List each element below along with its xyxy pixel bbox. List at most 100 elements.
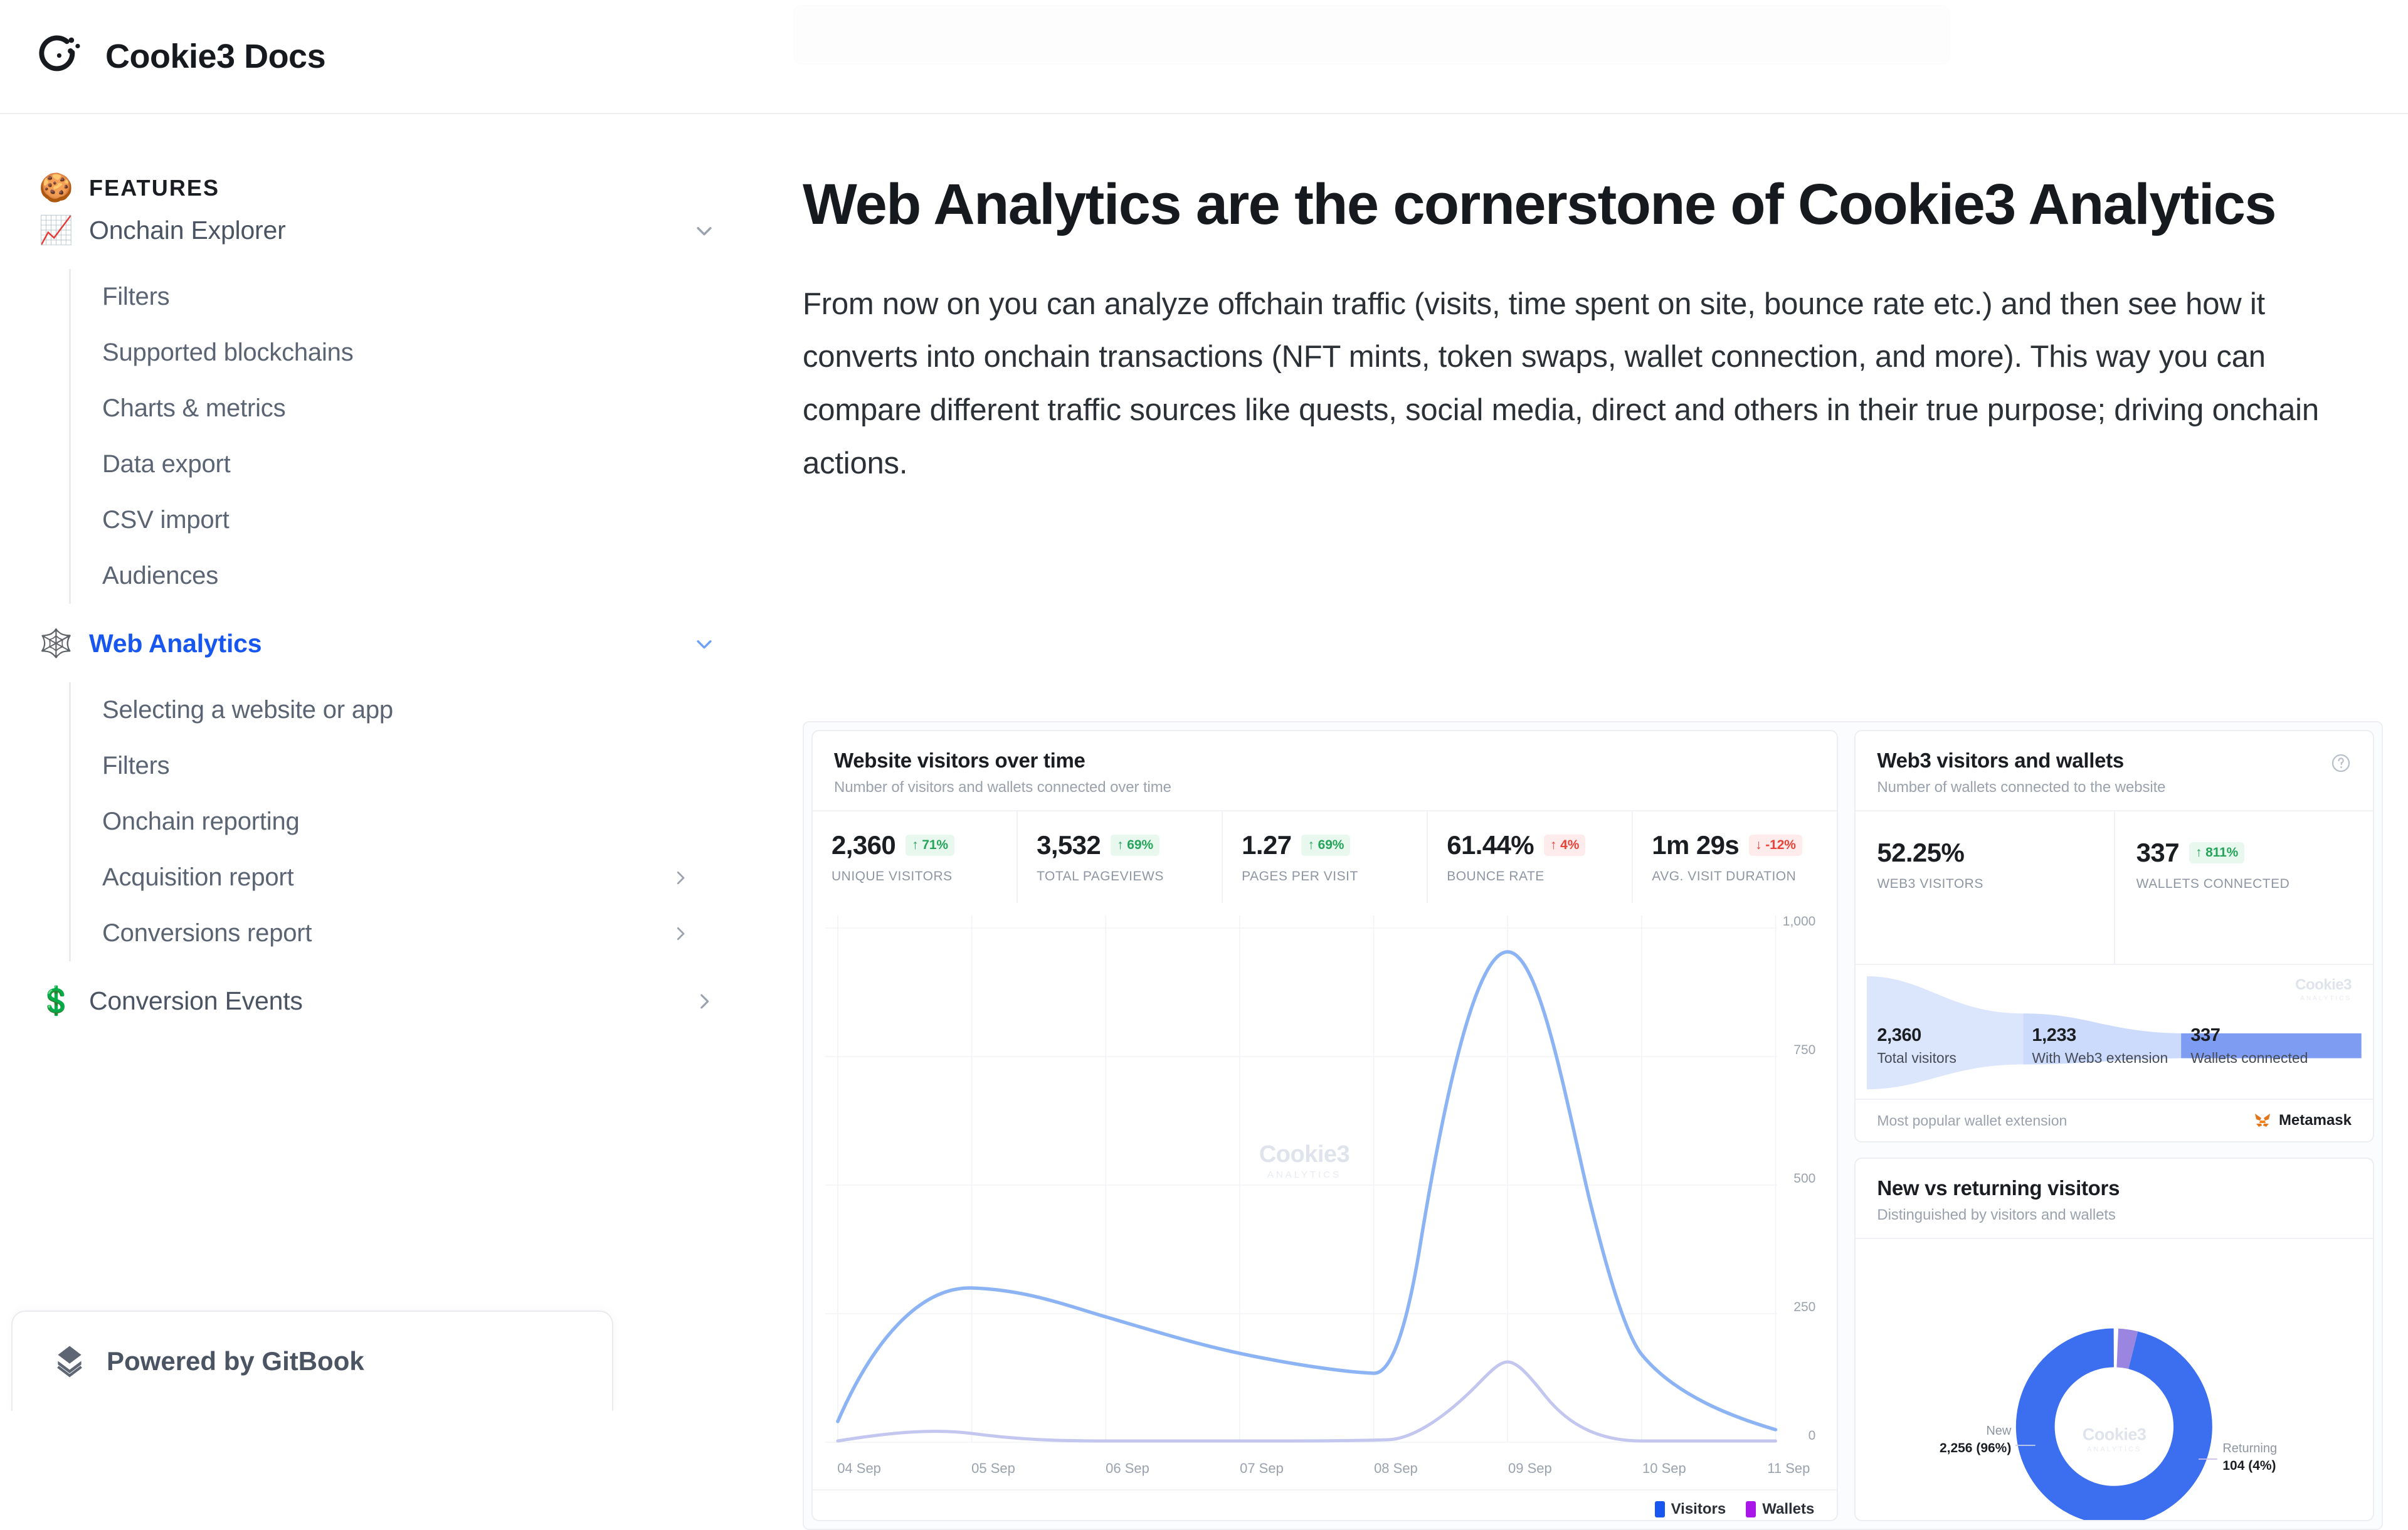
new-vs-returning-panel: New vs returning visitors Distinguished … [1854, 1158, 2374, 1521]
cookie3-logo-icon [39, 35, 80, 71]
y-tick-label: 500 [1793, 1171, 1816, 1186]
kpi-unique-visitors: 2,360 ↑ 71% UNIQUE VISITORS [813, 811, 1018, 903]
panel-title: Website visitors over time [834, 749, 1085, 772]
top-bar: Cookie3 Docs [0, 0, 2408, 114]
sidebar-sublist-onchain-explorer: Filters Supported blockchains Charts & m… [69, 269, 778, 604]
kpi-bounce-rate: 61.44% ↑ 4% BOUNCE RATE [1428, 811, 1634, 903]
kpi-total-pageviews: 3,532 ↑ 69% TOTAL PAGEVIEWS [1018, 811, 1223, 903]
x-tick-label: 07 Sep [1240, 1460, 1284, 1476]
web3-visitors-panel: Web3 visitors and wallets Number of wall… [1854, 730, 2374, 1142]
panel-subtitle: Number of visitors and wallets connected… [834, 779, 1171, 796]
kpi-value: 3,532 [1037, 830, 1101, 860]
legend-item-visitors[interactable]: Visitors [1654, 1501, 1726, 1518]
kpi-pages-per-visit: 1.27 ↑ 69% PAGES PER VISIT [1223, 811, 1428, 903]
sidebar-subitem-onchain-reporting[interactable]: Onchain reporting [102, 808, 300, 835]
sidebar-item-onchain-explorer[interactable]: 📈 Onchain Explorer [0, 202, 778, 259]
article-body: From now on you can analyze offchain tra… [803, 287, 2319, 480]
search-input[interactable] [793, 5, 1950, 65]
sidebar-item-conversion-events[interactable]: 💲 Conversion Events [0, 973, 778, 1030]
chevron-down-icon[interactable] [694, 220, 715, 241]
sidebar-section-label: FEATURES [89, 175, 220, 201]
series-wallets-line [836, 1360, 1777, 1443]
chart-legend: Visitors Wallets [813, 1489, 1837, 1520]
y-axis: 1,000 750 500 250 0 [1754, 903, 1829, 1489]
funnel-stage-3 [2181, 1033, 2362, 1058]
kpi-web3-visitors: 52.25% WEB3 VISITORS [1856, 811, 2115, 964]
kpi-wallets-connected: 337 ↑ 811% WALLETS CONNECTED [2115, 811, 2373, 964]
kpi-delta-badge: ↑ 4% [1544, 835, 1586, 856]
sidebar-subitem-label: Acquisition report [102, 863, 294, 891]
kpi-delta-badge: ↓ -12% [1749, 835, 1802, 856]
visitors-line-chart: 1,000 750 500 250 0 04 Sep 05 Sep 06 Sep… [813, 903, 1837, 1489]
legend-swatch-icon [1654, 1501, 1665, 1517]
sidebar-subitem-filters[interactable]: Filters [102, 283, 170, 310]
chevron-right-icon[interactable] [671, 868, 690, 887]
wallet-row-value: Metamask [2278, 1112, 2352, 1129]
main-content: Web Analytics are the cornerstone of Coo… [778, 114, 2408, 1530]
dashboard-right-column: Web3 visitors and wallets Number of wall… [1854, 730, 2374, 1521]
x-tick-label: 08 Sep [1374, 1460, 1418, 1476]
most-popular-wallet-row: Most popular wallet extension Metamask [1856, 1099, 2373, 1141]
sidebar-subitem-filters[interactable]: Filters [102, 752, 170, 779]
series-visitors-line [836, 950, 1778, 1432]
new-vs-returning-donut-chart: New 2,256 (96%) Returning 104 (4%) Cooki… [1856, 1238, 2373, 1520]
brand[interactable]: Cookie3 Docs [39, 34, 326, 79]
chevron-right-icon[interactable] [694, 991, 715, 1012]
kpi-label: TOTAL PAGEVIEWS [1037, 869, 1164, 884]
chevron-down-icon[interactable] [694, 633, 715, 655]
funnel-label-wallets-connected: 337 Wallets connected [2190, 1025, 2308, 1066]
legend-swatch-icon [1746, 1501, 1756, 1517]
chevron-right-icon[interactable] [671, 924, 690, 943]
sidebar-subitem-charts-metrics[interactable]: Charts & metrics [102, 394, 286, 422]
sidebar-section-features: 🍪 FEATURES [39, 174, 778, 202]
website-visitors-panel: Website visitors over time Number of vis… [811, 730, 1839, 1521]
kpi-value: 2,360 [832, 830, 896, 860]
article-title: Web Analytics are the cornerstone of Coo… [803, 172, 2277, 236]
kpi-delta-badge: ↑ 69% [1111, 835, 1160, 856]
sidebar-subitem-supported-blockchains[interactable]: Supported blockchains [102, 339, 354, 366]
powered-by-gitbook-link[interactable]: Powered by GitBook [11, 1311, 613, 1411]
kpi-label: BOUNCE RATE [1447, 869, 1545, 884]
grid-vertical [837, 915, 1777, 1442]
legend-item-wallets[interactable]: Wallets [1746, 1501, 1814, 1518]
wallet-row-value-group: Metamask [2254, 1112, 2352, 1129]
sidebar-item-label: Web Analytics [89, 629, 262, 658]
line-chart-svg [825, 915, 1778, 1443]
funnel-label-with-web3-extension: 1,233 With Web3 extension [2032, 1025, 2168, 1066]
kpi-row: 2,360 ↑ 71% UNIQUE VISITORS 3,532 ↑ 69% … [813, 810, 1837, 903]
sidebar-subitem-selecting-a-website-or-app[interactable]: Selecting a website or app [102, 696, 393, 724]
funnel-label-total-visitors: 2,360 Total visitors [1877, 1025, 1956, 1066]
donut-svg [2015, 1328, 2218, 1520]
kpi-label: WALLETS CONNECTED [2136, 877, 2290, 891]
sidebar-subitem-acquisition-report[interactable]: Acquisition report [71, 850, 778, 905]
x-axis: 04 Sep 05 Sep 06 Sep 07 Sep 08 Sep 09 Se… [813, 1460, 1837, 1485]
kpi-value: 1m 29s [1652, 830, 1740, 860]
panel-title: New vs returning visitors [1877, 1176, 2120, 1200]
panel-header: Web3 visitors and wallets Number of wall… [1856, 731, 2373, 810]
panel-header: Website visitors over time Number of vis… [813, 731, 1837, 810]
panel-subtitle: Number of wallets connected to the websi… [1877, 779, 2166, 796]
page-title: Cookie3 Docs [105, 38, 326, 75]
sidebar-subitem-data-export[interactable]: Data export [102, 450, 231, 478]
question-mark-circle-icon[interactable] [2330, 752, 2352, 774]
panel-header: New vs returning visitors Distinguished … [1856, 1159, 2373, 1238]
sidebar: 🍪 FEATURES 📈 Onchain Explorer Filters Su… [0, 114, 778, 1411]
sidebar-subitem-csv-import[interactable]: CSV import [102, 506, 230, 534]
y-tick-label: 250 [1793, 1300, 1816, 1314]
x-tick-label: 11 Sep [1767, 1460, 1810, 1476]
kpi-label: WEB3 VISITORS [1877, 877, 1983, 891]
y-tick-label: 750 [1793, 1043, 1816, 1057]
donut-annotation-new: New 2,256 (96%) [1939, 1424, 2012, 1456]
sidebar-subitem-audiences[interactable]: Audiences [102, 562, 218, 589]
legend-label: Wallets [1762, 1501, 1815, 1517]
funnel-labels: 2,360 Total visitors 1,233 With Web3 ext… [1856, 965, 2373, 1099]
kpi-value: 1.27 [1242, 830, 1292, 860]
sidebar-subitem-conversions-report[interactable]: Conversions report [71, 905, 778, 961]
gitbook-label: Powered by GitBook [107, 1346, 364, 1376]
panel-subtitle: Distinguished by visitors and wallets [1877, 1206, 2116, 1223]
x-tick-label: 09 Sep [1508, 1460, 1552, 1476]
x-tick-label: 06 Sep [1106, 1460, 1149, 1476]
x-tick-label: 05 Sep [971, 1460, 1015, 1476]
sidebar-item-web-analytics[interactable]: 🕸️ Web Analytics [0, 615, 778, 672]
sidebar-item-label: Onchain Explorer [89, 216, 286, 245]
